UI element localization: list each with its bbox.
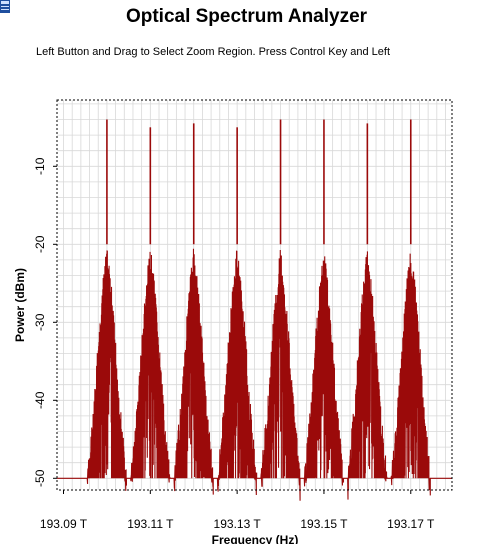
y-tick-label: -10 <box>33 157 47 175</box>
x-tick-label: 193.13 T <box>214 517 262 531</box>
plot-frame <box>56 99 453 491</box>
y-axis-ticks: -10 -20 -30 -40 -50 <box>33 157 57 487</box>
window-icon <box>0 0 10 13</box>
y-tick-label: -40 <box>33 391 47 409</box>
zoom-instruction-text: Left Button and Drag to Select Zoom Regi… <box>36 46 391 58</box>
sideband-trace <box>57 248 452 501</box>
chart-title: Optical Spectrum Analyzer <box>125 6 368 27</box>
y-tick-label: -50 <box>33 469 47 487</box>
x-axis-ticks: 193.09 T 193.11 T 193.13 T 193.15 T 193.17 T <box>40 490 435 531</box>
y-axis-label: Power (dBm) <box>13 268 27 342</box>
x-tick-label: 193.15 T <box>300 517 348 531</box>
x-tick-label: 193.11 T <box>127 517 174 531</box>
x-tick-label: 193.17 T <box>387 517 435 531</box>
y-tick-label: -20 <box>33 235 47 253</box>
spectrum-trace <box>57 119 452 501</box>
grid <box>57 100 452 490</box>
x-tick-label: 193.09 T <box>40 517 88 531</box>
x-axis-label: Frequency (Hz) <box>212 533 299 544</box>
y-tick-label: -30 <box>33 313 47 331</box>
